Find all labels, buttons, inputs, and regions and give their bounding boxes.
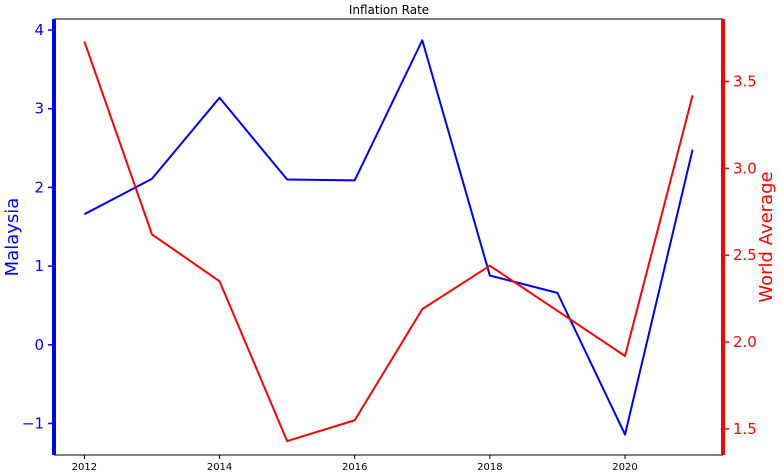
- left-axis-label: Malaysia: [2, 198, 23, 277]
- left-tick-label: −1: [22, 415, 44, 433]
- right-tick-label: 1.5: [733, 420, 757, 438]
- chart-title: Inflation Rate: [349, 3, 429, 17]
- x-tick-label: 2012: [72, 462, 97, 473]
- left-tick-label: 0: [34, 336, 44, 354]
- x-tick-label: 2014: [207, 462, 232, 473]
- right-tick-label: 3.0: [733, 159, 757, 177]
- series-line-world-average: [83, 41, 694, 443]
- right-axis-label: World Average: [756, 171, 777, 302]
- left-tick-label: 4: [34, 21, 44, 39]
- series-line-malaysia: [83, 39, 694, 436]
- x-tick-label: 2020: [612, 462, 637, 473]
- left-tick-label: 3: [34, 100, 44, 118]
- right-tick-label: 3.5: [733, 73, 757, 91]
- right-tick-label: 2.0: [733, 333, 757, 351]
- x-tick-label: 2018: [477, 462, 502, 473]
- plot-area: [54, 19, 723, 455]
- left-tick-label: 1: [34, 257, 44, 275]
- x-tick-label: 2016: [342, 462, 367, 473]
- right-tick-label: 2.5: [733, 246, 757, 264]
- left-tick-label: 2: [34, 178, 44, 196]
